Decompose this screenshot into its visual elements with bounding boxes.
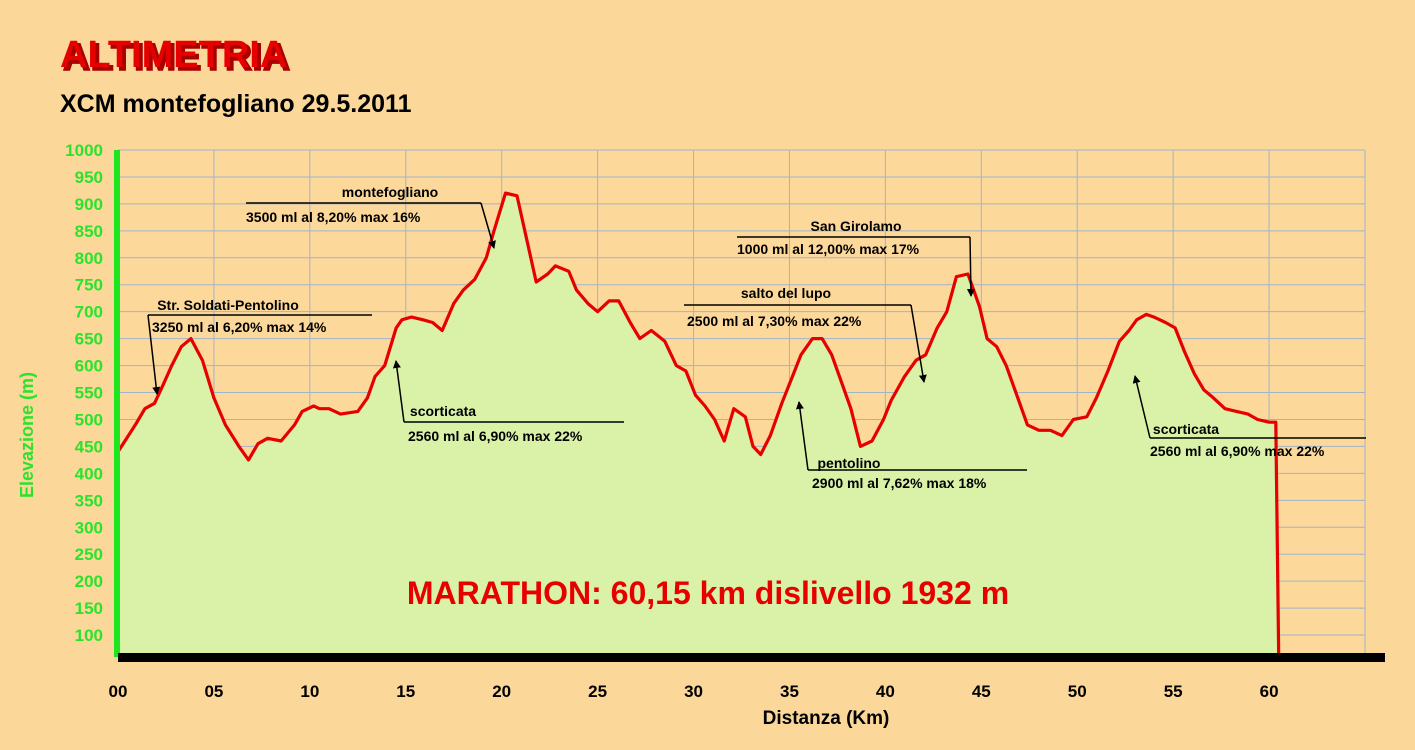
annotation-detail: 3250 ml al 6,20% max 14%: [152, 319, 327, 335]
x-tick-label: 55: [1164, 682, 1183, 701]
y-tick-label: 400: [75, 464, 103, 483]
x-tick-label: 15: [396, 682, 415, 701]
y-tick-label: 950: [75, 168, 103, 187]
annotation-title: San Girolamo: [810, 218, 901, 234]
y-tick-label: 900: [75, 195, 103, 214]
annotation: salto del lupo 2500 ml al 7,30% max 22%: [684, 285, 927, 383]
annotation-arrow: [795, 401, 809, 471]
y-tick-label: 1000: [65, 141, 103, 160]
annotation: Str. Soldati-Pentolino 3250 ml al 6,20% m…: [147, 297, 372, 395]
y-tick-label: 350: [75, 491, 103, 510]
x-tick-label: 30: [684, 682, 703, 701]
x-tick-label: 45: [972, 682, 991, 701]
elevation-area: [116, 191, 1283, 659]
chart-title: ALTIMETRIA: [60, 34, 287, 76]
y-tick-label: 150: [75, 599, 103, 618]
annotation-title: pentolino: [818, 455, 881, 471]
y-tick-label: 100: [75, 626, 103, 645]
annotation-detail: 2900 ml al 7,62% max 18%: [812, 475, 987, 491]
annotation-detail: 2560 ml al 6,90% max 22%: [1150, 443, 1325, 459]
annotation: montefogliano 3500 ml al 8,20% max 16%: [246, 184, 496, 249]
x-tick-label: 50: [1068, 682, 1087, 701]
annotation-title: scorticata: [410, 403, 476, 419]
x-tick-label: 35: [780, 682, 799, 701]
x-tick-label: 40: [876, 682, 895, 701]
annotation-arrow: [147, 314, 161, 395]
annotation-detail: 2560 ml al 6,90% max 22%: [408, 428, 583, 444]
y-tick-label: 650: [75, 330, 103, 349]
annotation-title: Str. Soldati-Pentolino: [157, 297, 299, 313]
y-tick-labels: 100 150 200 250 300 350 400 450 500 550 600 650 700 7…: [65, 141, 103, 645]
marathon-headline: MARATHON: 60,15 km dislivello 1932 m: [407, 575, 1009, 611]
annotation-detail: 3500 ml al 8,20% max 16%: [246, 209, 421, 225]
y-tick-label: 600: [75, 357, 103, 376]
chart-subtitle: XCM montefogliano 29.5.2011: [60, 90, 412, 118]
y-tick-label: 450: [75, 437, 103, 456]
y-tick-label: 550: [75, 384, 103, 403]
y-axis-line: [114, 150, 120, 657]
x-tick-label: 10: [300, 682, 319, 701]
annotation: San Girolamo 1000 ml al 12,00% max 17%: [737, 218, 975, 297]
annotation-arrow: [392, 360, 405, 423]
y-tick-label: 850: [75, 222, 103, 241]
annotation-title: scorticata: [1153, 421, 1219, 437]
x-axis-label: Distanza (Km): [763, 708, 890, 729]
x-tick-label: 60: [1260, 682, 1279, 701]
annotation-arrow: [480, 202, 496, 249]
y-tick-label: 800: [75, 249, 103, 268]
x-tick-labels: 00 05 10 15 20 25 30 35 40 45 50 55 60: [109, 682, 1279, 701]
x-tick-label: 20: [492, 682, 511, 701]
x-axis-line: [118, 653, 1385, 662]
y-axis-label: Elevazione (m): [17, 372, 37, 498]
y-tick-label: 250: [75, 545, 103, 564]
y-tick-label: 700: [75, 303, 103, 322]
elevation-fill: [118, 193, 1283, 657]
annotation-title: montefogliano: [342, 184, 438, 200]
annotation-arrow: [966, 236, 975, 297]
x-tick-label: 05: [204, 682, 223, 701]
annotation: scorticata 2560 ml al 6,90% max 22%: [1132, 375, 1366, 459]
annotation-arrow: [1132, 375, 1151, 439]
elevation-line: [116, 191, 1283, 659]
annotation: pentolino 2900 ml al 7,62% max 18%: [795, 401, 1027, 491]
annotation-detail: 2500 ml al 7,30% max 22%: [687, 313, 862, 329]
annotation: scorticata 2560 ml al 6,90% max 22%: [392, 360, 624, 444]
y-tick-label: 200: [75, 572, 103, 591]
x-tick-label: 00: [109, 682, 128, 701]
y-tick-label: 500: [75, 410, 103, 429]
annotations: Str. Soldati-Pentolino 3250 ml al 6,20% m…: [147, 184, 1366, 491]
y-tick-label: 300: [75, 518, 103, 537]
annotation-arrow: [910, 304, 927, 383]
x-tick-label: 25: [588, 682, 607, 701]
y-tick-label: 750: [75, 276, 103, 295]
annotation-detail: 1000 ml al 12,00% max 17%: [737, 241, 920, 257]
chart-title-shadow: ALTIMETRIA: [63, 37, 290, 79]
annotation-title: salto del lupo: [741, 285, 831, 301]
